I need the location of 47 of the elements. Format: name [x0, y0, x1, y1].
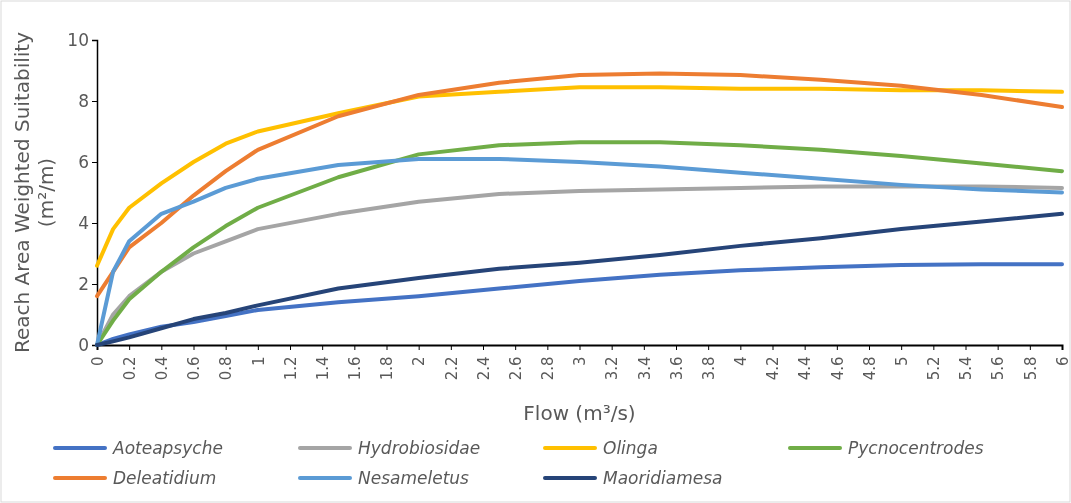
y-tick-label: 4 — [78, 212, 89, 233]
legend-label: Olinga — [603, 438, 658, 458]
x-tick-label: 1.2 — [281, 356, 300, 381]
x-tick-label: 5.8 — [1021, 356, 1040, 381]
x-tick-label: 2.6 — [506, 356, 525, 381]
x-tick-label: 3.6 — [667, 356, 686, 381]
x-tick-label: 0.8 — [217, 356, 236, 381]
x-tick-label: 0 — [88, 356, 107, 367]
x-tick-label: 3.2 — [603, 356, 622, 381]
x-tick-label: 5.2 — [925, 356, 944, 381]
legend-label: Aoteapsyche — [112, 438, 223, 458]
x-tick-label: 0.2 — [120, 356, 139, 381]
legend-label: Nesameletus — [358, 468, 470, 488]
x-tick-label: 4 — [732, 356, 751, 367]
x-tick-label: 3.8 — [699, 356, 718, 381]
x-tick-label: 3 — [571, 356, 590, 367]
x-tick-label: 1.6 — [346, 356, 365, 381]
legend-label: Hydrobiosidae — [358, 438, 481, 458]
x-tick-label: 0.4 — [153, 356, 172, 381]
y-axis-title: Reach Area Weighted Suitability (m²/m) — [10, 31, 58, 354]
x-tick-label: 0.6 — [185, 356, 204, 381]
x-tick-label: 5 — [892, 356, 911, 367]
x-tick-label: 4.2 — [764, 356, 783, 381]
x-tick-label: 1 — [249, 356, 268, 367]
x-tick-label: 4.4 — [796, 356, 815, 381]
x-tick-label: 3.4 — [635, 356, 654, 381]
x-tick-label: 2.4 — [474, 356, 493, 381]
legend-label: Pycnocentrodes — [848, 438, 984, 458]
x-tick-label: 1.8 — [378, 356, 397, 381]
legend-label: Maoridiamesa — [603, 468, 723, 488]
x-tick-label: 6 — [1053, 356, 1071, 367]
y-tick-label: 8 — [78, 90, 89, 111]
x-axis-title: Flow (m³/s) — [523, 401, 636, 425]
x-tick-label: 2 — [410, 356, 429, 367]
x-tick-label: 5.6 — [989, 356, 1008, 381]
y-tick-label: 6 — [78, 151, 89, 172]
line-series — [95, 211, 1064, 347]
x-tick-label: 1.4 — [313, 356, 332, 381]
y-tick-label: 2 — [78, 273, 89, 294]
y-tick-label: 10 — [67, 29, 89, 50]
x-tick-label: 4.6 — [828, 356, 847, 381]
x-tick-label: 5.4 — [957, 356, 976, 381]
x-tick-label: 4.8 — [860, 356, 879, 381]
x-tick-label: 2.2 — [442, 356, 461, 381]
line-series — [95, 71, 1064, 299]
legend-label: Deleatidium — [113, 468, 217, 488]
x-tick-label: 2.8 — [539, 356, 558, 381]
